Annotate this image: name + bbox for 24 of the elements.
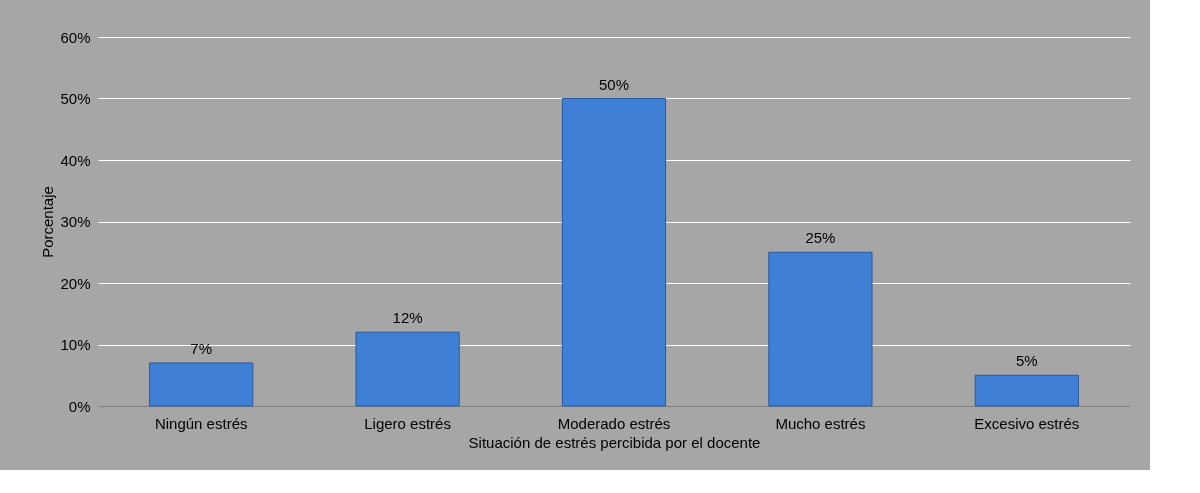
x-tick-label: Ningún estrés [154,414,248,432]
bar [768,251,873,407]
data-label: 25% [805,229,836,247]
y-tick-label: 30% [60,213,91,230]
data-label: 50% [598,75,630,93]
y-tick-label: 10% [60,336,91,353]
bar [149,362,254,407]
data-label: 12% [392,309,423,327]
bar [974,374,1079,407]
bar [561,98,667,407]
data-label: 5% [1015,352,1038,370]
y-tick-label: 50% [60,90,91,107]
x-axis-title: Situación de estrés percibida por el docente [468,433,761,451]
x-tick-label: Ligero estrés [364,414,451,432]
x-tick-label: Excesivo estrés [974,414,1080,432]
bar [355,331,460,407]
y-axis-title: Porcentaje [39,186,57,258]
y-tick-label: 40% [60,151,91,169]
y-tick-label: 20% [60,274,91,292]
y-tick-label: 0% [68,397,91,415]
x-tick-label: Moderado estrés [557,414,671,432]
y-tick-label: 60% [60,28,91,46]
data-label: 7% [190,339,213,357]
x-tick-label: Mucho estrés [775,414,866,432]
